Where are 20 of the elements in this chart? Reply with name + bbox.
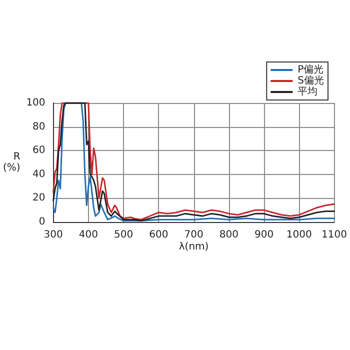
x-tick-label: 400 [78, 230, 98, 240]
y-tick-label: 60 [32, 145, 46, 156]
y-tick-label: 20 [32, 192, 46, 204]
x-tick-label: 900 [254, 230, 274, 240]
x-tick-label: 1000 [286, 230, 312, 240]
legend-label: 平均 [298, 86, 318, 98]
y-axis-title: R (%) [2, 152, 20, 174]
x-tick-label: 600 [149, 230, 168, 240]
x-tick-label: 500 [114, 230, 134, 240]
x-tick-label: 700 [184, 230, 204, 240]
x-tick-label: 800 [219, 230, 238, 240]
y-tick-label: 0 [38, 216, 46, 228]
x-tick-label: 300 [44, 230, 63, 240]
y-tick-label: 100 [26, 98, 46, 108]
legend-label: P偏光 [298, 64, 324, 76]
y-tick-label: 40 [32, 168, 46, 180]
x-axis-title: λ(nm) [178, 242, 209, 252]
legend-label: S偏光 [298, 74, 324, 86]
y-tick-label: 80 [32, 121, 46, 132]
x-tick-label: 1100 [322, 230, 347, 240]
